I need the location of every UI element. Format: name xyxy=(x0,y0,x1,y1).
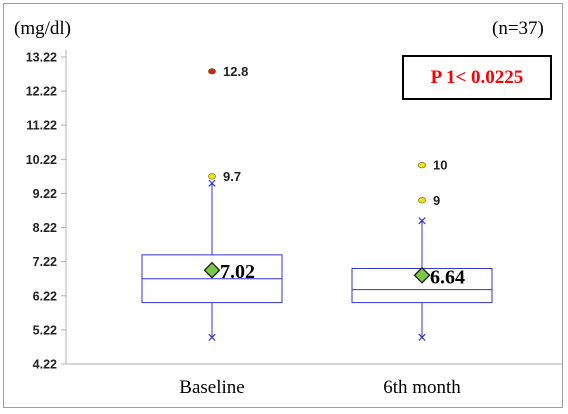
y-tick-label: 10.22 xyxy=(26,153,57,167)
outlier-point xyxy=(418,162,426,169)
outlier-point xyxy=(208,173,216,180)
y-tick-label: 8.22 xyxy=(33,221,57,235)
y-tick-label: 12.22 xyxy=(26,85,57,99)
outlier-point xyxy=(418,197,426,204)
y-tick-label: 9.22 xyxy=(33,187,57,201)
mean-label: 6.64 xyxy=(430,266,465,288)
mean-marker xyxy=(413,266,431,284)
y-unit-label: (mg/dl) xyxy=(14,18,71,39)
y-tick-label: 6.22 xyxy=(33,289,57,303)
x-category-label: Baseline xyxy=(179,377,244,398)
outlier-label: 10 xyxy=(433,158,447,173)
sample-size-label: (n=37) xyxy=(492,18,544,39)
outlier-label: 12.8 xyxy=(223,64,248,79)
whisker-max-marker xyxy=(418,217,426,225)
y-tick-label: 5.22 xyxy=(33,323,57,337)
y-tick-label: 13.22 xyxy=(26,51,57,65)
outlier-label: 9 xyxy=(433,193,440,208)
y-tick-label: 11.22 xyxy=(26,119,57,133)
outlier-label: 9.7 xyxy=(223,169,241,184)
outlier-point xyxy=(208,68,216,75)
whisker-max-marker xyxy=(208,179,216,187)
x-category-label: 6th month xyxy=(383,377,461,398)
y-tick-label: 7.22 xyxy=(33,255,57,269)
whisker-min-marker xyxy=(418,333,426,342)
mean-label: 7.02 xyxy=(220,261,255,283)
mean-marker xyxy=(203,261,221,279)
whisker-min-marker xyxy=(208,333,216,342)
y-tick-label: 4.22 xyxy=(33,358,57,372)
chart-frame: (mg/dl) (n=37) P 1< 0.0225 xyxy=(3,3,563,408)
p-value-box: P 1< 0.0225 xyxy=(402,55,552,100)
p-value-text: P 1< 0.0225 xyxy=(430,66,524,88)
